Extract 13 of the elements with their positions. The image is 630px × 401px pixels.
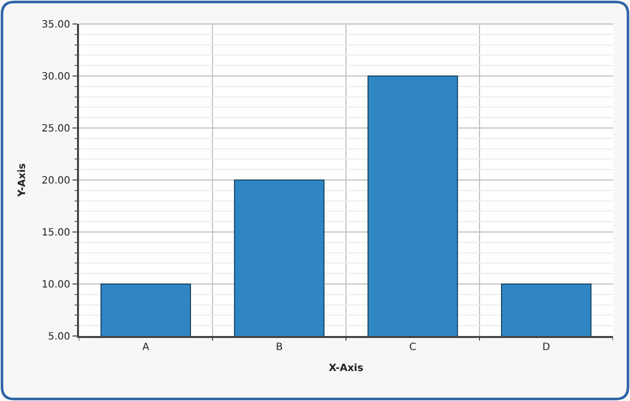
x-tick-label: B — [276, 342, 283, 353]
y-tick-label: 5.00 — [48, 332, 70, 342]
y-axis-title: Y-Axis — [17, 163, 28, 198]
y-tick-label: 25.00 — [42, 124, 70, 134]
y-tick-label: 30.00 — [42, 72, 70, 82]
y-tick-label: 10.00 — [42, 280, 70, 290]
x-tick-label: A — [142, 342, 150, 353]
x-axis-title: X-Axis — [328, 362, 364, 374]
y-tick-label: 15.00 — [42, 228, 70, 238]
y-tick-label: 20.00 — [42, 176, 70, 186]
x-tick-label: D — [542, 342, 550, 353]
x-tick-label: C — [409, 342, 416, 353]
y-tick-label: 35.00 — [42, 20, 70, 30]
